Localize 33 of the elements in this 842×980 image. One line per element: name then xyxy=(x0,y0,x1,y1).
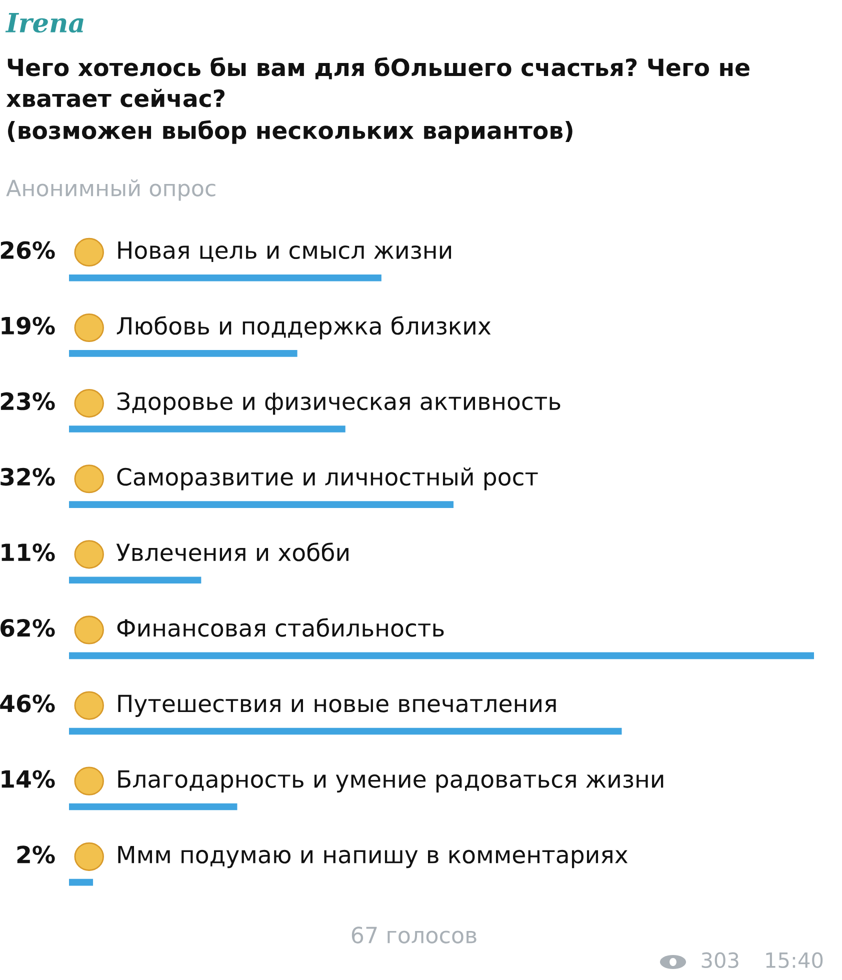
bar xyxy=(69,501,454,508)
bar xyxy=(69,576,202,584)
data-label: 11% xyxy=(2,543,55,562)
bar xyxy=(69,426,346,432)
bar xyxy=(69,652,814,660)
data-label: 46% xyxy=(0,694,55,712)
chart-title: Чего хотелось бы вам для бОльшего счастья? Чего не хватает сейчас? (возможен выбор нескольких вариантов) xyxy=(6,57,750,144)
y-tick-label: Ммм подумаю и напишу в комментариях xyxy=(118,846,628,868)
y-tick-label: Благодарность и умение радоваться жизни xyxy=(118,770,664,793)
chart-subtitle: Анонимный опрос xyxy=(6,179,216,201)
bar xyxy=(69,878,94,886)
y-tick-label: Путешествия и новые впечатления xyxy=(118,694,556,717)
data-label: 19% xyxy=(2,316,55,335)
text: Irena xyxy=(5,13,84,33)
bar xyxy=(69,803,238,810)
y-tick-label: Финансовая стабильность xyxy=(117,618,444,637)
y-tick-label: Саморазвитие и личностный рост xyxy=(117,468,538,490)
y-tick-label: Увлечения и хобби xyxy=(116,542,348,562)
y-tick-label: Новая цель и смысл жизни xyxy=(118,242,452,262)
text: 67 голосов xyxy=(352,926,476,944)
bar xyxy=(69,728,622,735)
data-label: 26% xyxy=(0,241,55,260)
data-label: 2% xyxy=(17,846,55,864)
data-label: 23% xyxy=(0,392,55,410)
data-label: 32% xyxy=(0,468,55,486)
bar xyxy=(69,274,382,282)
data-label: 14% xyxy=(2,770,55,788)
y-tick-label: Здоровье и физическая активность xyxy=(117,392,560,415)
y-tick-label: Любовь и поддержка близких xyxy=(116,316,491,340)
text: 15:40 xyxy=(766,952,823,968)
text: 303 xyxy=(702,952,738,968)
bar xyxy=(69,350,298,357)
data-label: 62% xyxy=(0,618,55,637)
